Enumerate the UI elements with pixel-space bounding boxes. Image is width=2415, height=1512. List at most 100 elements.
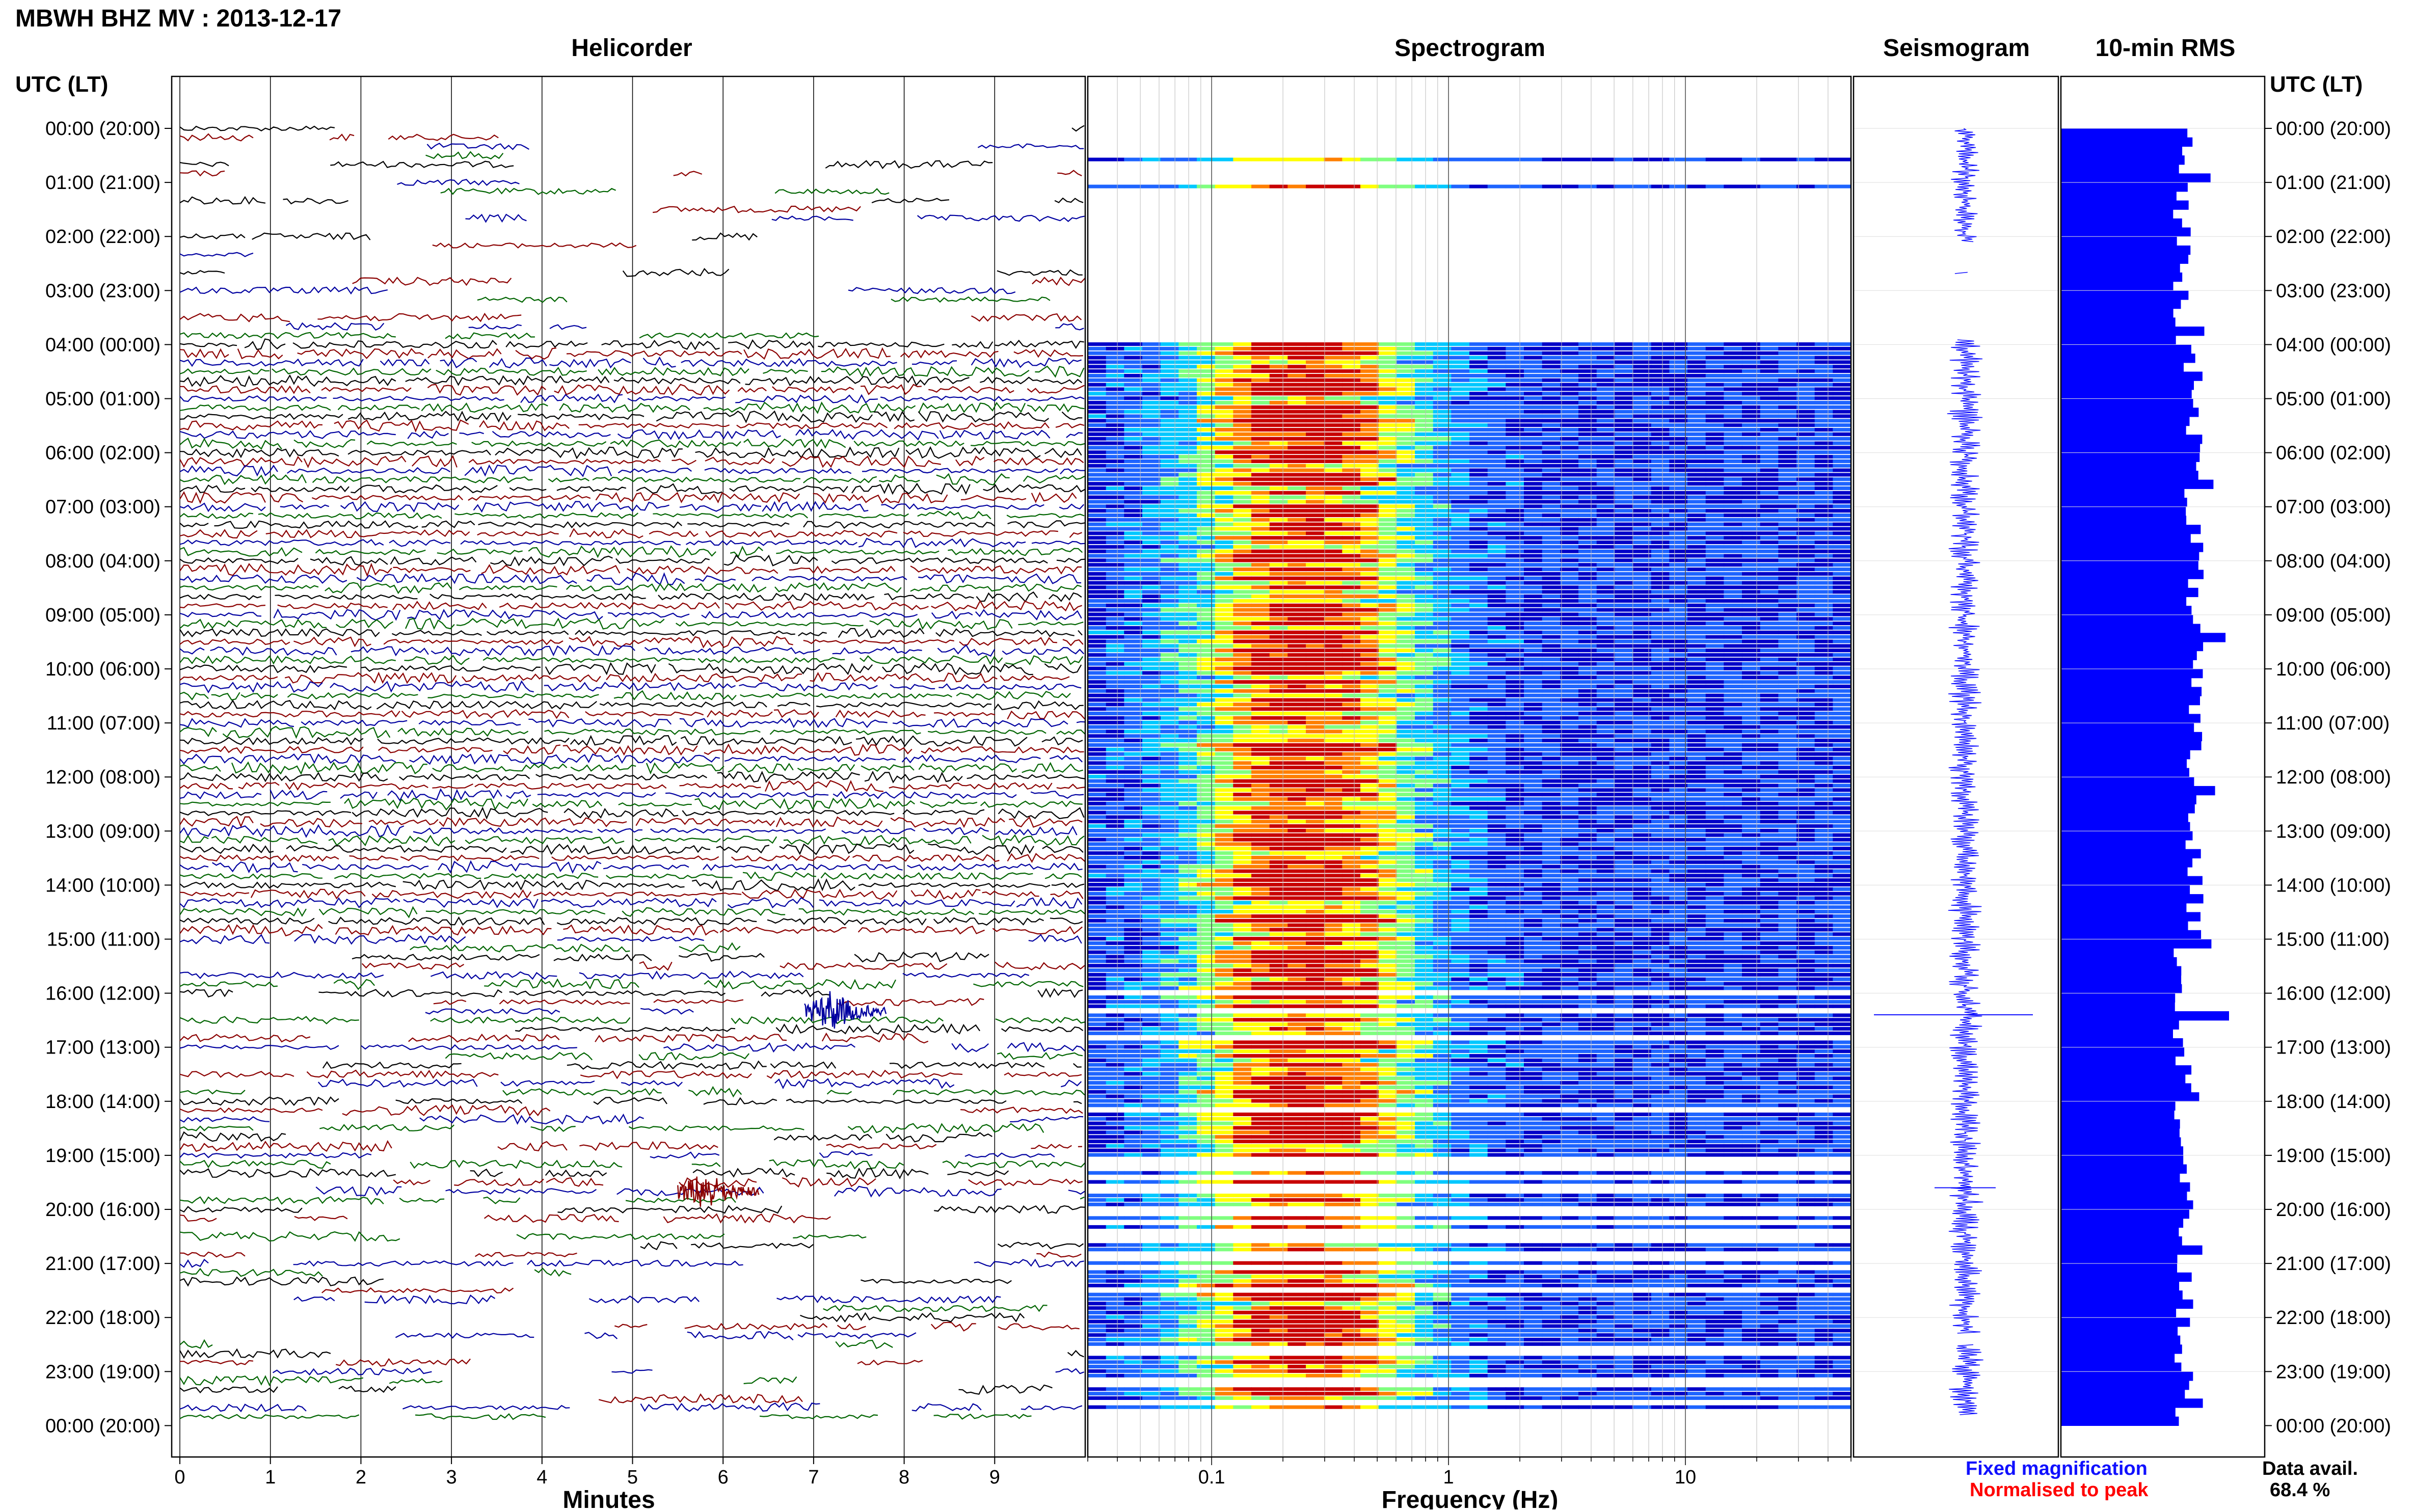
spectrogram-cell — [1342, 446, 1361, 449]
spectrogram-cell — [1542, 577, 1561, 580]
spectrogram-cell — [1306, 433, 1325, 436]
spectrogram-cell — [1287, 437, 1306, 441]
spectrogram-cell — [1724, 401, 1742, 404]
spectrogram-cell — [1815, 698, 1834, 702]
spectrogram-cell — [1342, 649, 1361, 652]
spectrogram-cell — [1760, 527, 1779, 531]
spectrogram-cell — [1742, 739, 1761, 742]
spectrogram-cell — [1651, 680, 1670, 684]
spectrogram-cell — [1215, 685, 1234, 688]
spectrogram-cell — [1651, 396, 1670, 400]
spectrogram-row — [1088, 464, 1852, 468]
spectrogram-cell — [1506, 527, 1524, 531]
spectrogram-cell — [1142, 680, 1161, 684]
spectrogram-cell — [1615, 595, 1633, 598]
spectrogram-cell — [1524, 360, 1543, 364]
spectrogram-cell — [1615, 514, 1633, 517]
spectrogram-cell — [1306, 392, 1325, 395]
spectrogram-cell — [1488, 406, 1507, 409]
spectrogram-cell — [1287, 401, 1306, 404]
spectrogram-cell — [1687, 379, 1706, 382]
spectrogram-cell — [1560, 613, 1579, 616]
spectrogram-cell — [1742, 437, 1761, 441]
spectrogram-cell — [1833, 406, 1852, 409]
spectrogram-cell — [1142, 504, 1161, 508]
spectrogram-cell — [1451, 635, 1470, 639]
spectrogram-cell — [1270, 496, 1289, 499]
spectrogram-cell — [1270, 554, 1289, 558]
spectrogram-cell — [1106, 527, 1125, 531]
spectrogram-cell — [1488, 572, 1507, 576]
spectrogram-cell — [1215, 770, 1234, 774]
spectrogram-cell — [1178, 770, 1197, 774]
spectrogram-cell — [1706, 423, 1725, 427]
spectrogram-cell — [1142, 514, 1161, 517]
spectrogram-cell — [1270, 500, 1289, 503]
spectrogram-cell — [1506, 676, 1524, 679]
spectrogram-cell — [1215, 698, 1234, 702]
spectrogram-cell — [1833, 414, 1852, 418]
spectrogram-cell — [1542, 703, 1561, 706]
spectrogram-cell — [1360, 383, 1379, 387]
spectrogram-row — [1088, 477, 1852, 481]
spectrogram-cell — [1488, 414, 1507, 418]
spectrogram-cell — [1178, 667, 1197, 670]
spectrogram-cell — [1778, 496, 1797, 499]
spectrogram-cell — [1542, 694, 1561, 697]
spectrogram-cell — [1106, 514, 1125, 517]
spectrogram-cell — [1615, 406, 1633, 409]
spectrogram-cell — [1796, 423, 1815, 427]
spectrogram-cell — [1379, 599, 1398, 603]
spectrogram-cell — [1306, 437, 1325, 441]
spectrogram-cell — [1197, 477, 1216, 481]
spectrogram-cell — [1706, 577, 1725, 580]
spectrogram-cell — [1088, 514, 1107, 517]
spectrogram-cell — [1524, 469, 1543, 472]
spectrogram-cell — [1506, 766, 1524, 769]
spectrogram-cell — [1270, 626, 1289, 630]
spectrogram-cell — [1324, 698, 1343, 702]
spectrogram-cell — [1524, 721, 1543, 724]
spectrogram-cell — [1796, 379, 1815, 382]
spectrogram-cell — [1615, 460, 1633, 463]
spectrogram-cell — [1778, 482, 1797, 485]
spectrogram-cell — [1524, 496, 1543, 499]
spectrogram-cell — [1488, 347, 1507, 350]
spectrogram-cell — [1178, 365, 1197, 368]
spectrogram-cell — [1778, 631, 1797, 634]
spectrogram-cell — [1342, 608, 1361, 612]
spectrogram-cell — [1233, 558, 1252, 562]
spectrogram-cell — [1379, 644, 1398, 647]
spectrogram-cell — [1542, 626, 1561, 630]
spectrogram-cell — [1778, 581, 1797, 585]
spectrogram-cell — [1324, 545, 1343, 549]
spectrogram-cell — [1524, 649, 1543, 652]
spectrogram-cell — [1578, 703, 1597, 706]
spectrogram-cell — [1342, 658, 1361, 661]
spectrogram-cell — [1488, 757, 1507, 760]
spectrogram-cell — [1324, 757, 1343, 760]
spectrogram-cell — [1106, 477, 1125, 481]
spectrogram-cell — [1651, 428, 1670, 431]
spectrogram-cell — [1833, 748, 1852, 751]
spectrogram-cell — [1542, 617, 1561, 620]
spectrogram-cell — [1306, 585, 1325, 589]
spectrogram-cell — [1542, 423, 1561, 427]
spectrogram-cell — [1687, 617, 1706, 620]
spectrogram-cell — [1524, 491, 1543, 495]
spectrogram-cell — [1488, 419, 1507, 422]
spectrogram-cell — [1178, 730, 1197, 733]
spectrogram-cell — [1287, 577, 1306, 580]
spectrogram-cell — [1215, 360, 1234, 364]
spectrogram-cell — [1106, 617, 1125, 620]
spectrogram-cell — [1106, 365, 1125, 368]
spectrogram-cell — [1833, 550, 1852, 553]
spectrogram-cell — [1778, 536, 1797, 539]
spectrogram-cell — [1360, 770, 1379, 774]
spectrogram-cell — [1524, 473, 1543, 476]
spectrogram-cell — [1360, 640, 1379, 643]
spectrogram-cell — [1360, 748, 1379, 751]
spectrogram-cell — [1724, 662, 1742, 666]
spectrogram-cell — [1342, 500, 1361, 503]
spectrogram-cell — [1542, 500, 1561, 503]
